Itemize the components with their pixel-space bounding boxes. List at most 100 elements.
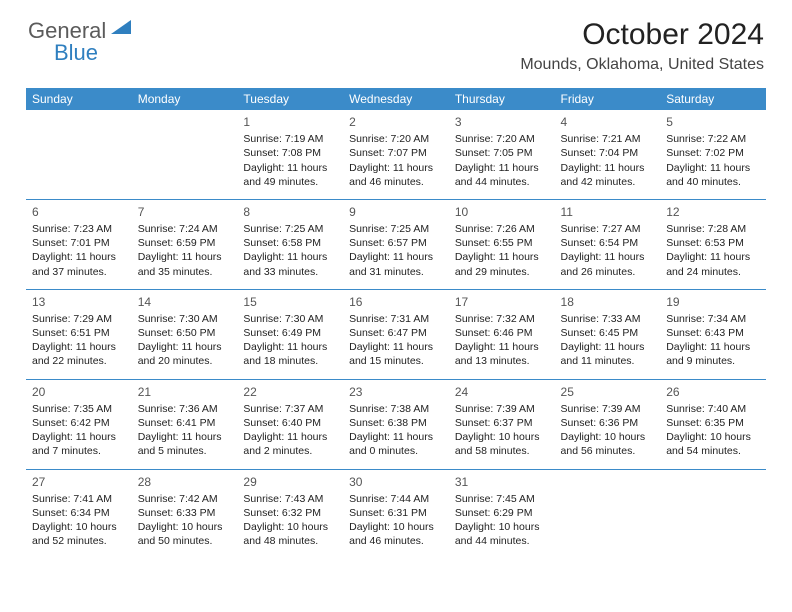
sunset-text: Sunset: 6:42 PM: [32, 416, 126, 430]
sunset-text: Sunset: 6:53 PM: [666, 236, 760, 250]
sunset-text: Sunset: 6:58 PM: [243, 236, 337, 250]
sunrise-text: Sunrise: 7:28 AM: [666, 222, 760, 236]
day-number: 17: [455, 294, 549, 310]
calendar-cell: 5Sunrise: 7:22 AMSunset: 7:02 PMDaylight…: [660, 110, 766, 199]
day-number: 2: [349, 114, 443, 130]
day-number: 14: [138, 294, 232, 310]
calendar-cell: 17Sunrise: 7:32 AMSunset: 6:46 PMDayligh…: [449, 289, 555, 379]
day-number: 23: [349, 384, 443, 400]
sunset-text: Sunset: 6:50 PM: [138, 326, 232, 340]
daylight-text: Daylight: 11 hours and 40 minutes.: [666, 161, 760, 189]
sunrise-text: Sunrise: 7:25 AM: [243, 222, 337, 236]
daylight-text: Daylight: 11 hours and 26 minutes.: [561, 250, 655, 278]
calendar-cell: 10Sunrise: 7:26 AMSunset: 6:55 PMDayligh…: [449, 199, 555, 289]
sunset-text: Sunset: 6:36 PM: [561, 416, 655, 430]
logo-text-blue: Blue: [54, 40, 98, 66]
calendar-cell: 20Sunrise: 7:35 AMSunset: 6:42 PMDayligh…: [26, 379, 132, 469]
sunrise-text: Sunrise: 7:43 AM: [243, 492, 337, 506]
sunrise-text: Sunrise: 7:34 AM: [666, 312, 760, 326]
day-number: 19: [666, 294, 760, 310]
sunset-text: Sunset: 7:01 PM: [32, 236, 126, 250]
location-text: Mounds, Oklahoma, United States: [520, 56, 764, 74]
calendar-cell: 14Sunrise: 7:30 AMSunset: 6:50 PMDayligh…: [132, 289, 238, 379]
sunset-text: Sunset: 6:41 PM: [138, 416, 232, 430]
logo: General Blue: [28, 18, 133, 44]
daylight-text: Daylight: 11 hours and 22 minutes.: [32, 340, 126, 368]
calendar-cell: 7Sunrise: 7:24 AMSunset: 6:59 PMDaylight…: [132, 199, 238, 289]
sunset-text: Sunset: 7:02 PM: [666, 146, 760, 160]
day-header: Tuesday: [237, 88, 343, 110]
calendar-cell: 11Sunrise: 7:27 AMSunset: 6:54 PMDayligh…: [555, 199, 661, 289]
sunset-text: Sunset: 6:57 PM: [349, 236, 443, 250]
calendar-cell: 29Sunrise: 7:43 AMSunset: 6:32 PMDayligh…: [237, 469, 343, 558]
sunrise-text: Sunrise: 7:22 AM: [666, 132, 760, 146]
sunrise-text: Sunrise: 7:20 AM: [349, 132, 443, 146]
calendar-cell: 9Sunrise: 7:25 AMSunset: 6:57 PMDaylight…: [343, 199, 449, 289]
calendar-cell: [26, 110, 132, 199]
daylight-text: Daylight: 11 hours and 2 minutes.: [243, 430, 337, 458]
daylight-text: Daylight: 11 hours and 11 minutes.: [561, 340, 655, 368]
sunrise-text: Sunrise: 7:39 AM: [455, 402, 549, 416]
sunrise-text: Sunrise: 7:39 AM: [561, 402, 655, 416]
day-number: 13: [32, 294, 126, 310]
daylight-text: Daylight: 11 hours and 44 minutes.: [455, 161, 549, 189]
day-number: 24: [455, 384, 549, 400]
calendar-cell: 22Sunrise: 7:37 AMSunset: 6:40 PMDayligh…: [237, 379, 343, 469]
sunset-text: Sunset: 6:45 PM: [561, 326, 655, 340]
calendar-cell: 1Sunrise: 7:19 AMSunset: 7:08 PMDaylight…: [237, 110, 343, 199]
day-header: Sunday: [26, 88, 132, 110]
sunset-text: Sunset: 6:37 PM: [455, 416, 549, 430]
sunset-text: Sunset: 7:04 PM: [561, 146, 655, 160]
calendar-cell: 13Sunrise: 7:29 AMSunset: 6:51 PMDayligh…: [26, 289, 132, 379]
month-title: October 2024: [520, 18, 764, 52]
daylight-text: Daylight: 10 hours and 46 minutes.: [349, 520, 443, 548]
calendar-cell: 28Sunrise: 7:42 AMSunset: 6:33 PMDayligh…: [132, 469, 238, 558]
day-number: 12: [666, 204, 760, 220]
sunset-text: Sunset: 6:59 PM: [138, 236, 232, 250]
calendar-cell: 26Sunrise: 7:40 AMSunset: 6:35 PMDayligh…: [660, 379, 766, 469]
calendar-cell: 6Sunrise: 7:23 AMSunset: 7:01 PMDaylight…: [26, 199, 132, 289]
sunset-text: Sunset: 6:34 PM: [32, 506, 126, 520]
day-number: 9: [349, 204, 443, 220]
daylight-text: Daylight: 10 hours and 58 minutes.: [455, 430, 549, 458]
title-block: October 2024 Mounds, Oklahoma, United St…: [520, 18, 764, 74]
daylight-text: Daylight: 11 hours and 31 minutes.: [349, 250, 443, 278]
calendar-cell: 24 Sunrise: 7:39 AMSunset: 6:37 PMDayligh…: [449, 379, 555, 469]
daylight-text: Daylight: 10 hours and 54 minutes.: [666, 430, 760, 458]
calendar-cell: 4Sunrise: 7:21 AMSunset: 7:04 PMDaylight…: [555, 110, 661, 199]
sunrise-text: Sunrise: 7:44 AM: [349, 492, 443, 506]
daylight-text: Daylight: 11 hours and 20 minutes.: [138, 340, 232, 368]
day-number: 15: [243, 294, 337, 310]
sunrise-text: Sunrise: 7:36 AM: [138, 402, 232, 416]
daylight-text: Daylight: 11 hours and 37 minutes.: [32, 250, 126, 278]
calendar-body: 1Sunrise: 7:19 AMSunset: 7:08 PMDaylight…: [26, 110, 766, 558]
sunset-text: Sunset: 6:46 PM: [455, 326, 549, 340]
header: General Blue October 2024 Mounds, Oklaho…: [0, 0, 792, 78]
sunrise-text: Sunrise: 7:37 AM: [243, 402, 337, 416]
sunset-text: Sunset: 6:49 PM: [243, 326, 337, 340]
sunrise-text: Sunrise: 7:31 AM: [349, 312, 443, 326]
calendar-cell: 2Sunrise: 7:20 AMSunset: 7:07 PMDaylight…: [343, 110, 449, 199]
daylight-text: Daylight: 10 hours and 44 minutes.: [455, 520, 549, 548]
calendar-cell: [132, 110, 238, 199]
daylight-text: Daylight: 11 hours and 18 minutes.: [243, 340, 337, 368]
sunset-text: Sunset: 6:55 PM: [455, 236, 549, 250]
calendar-cell: 15Sunrise: 7:30 AMSunset: 6:49 PMDayligh…: [237, 289, 343, 379]
day-number: 30: [349, 474, 443, 490]
sunset-text: Sunset: 6:47 PM: [349, 326, 443, 340]
sunrise-text: Sunrise: 7:45 AM: [455, 492, 549, 506]
sunrise-text: Sunrise: 7:27 AM: [561, 222, 655, 236]
calendar-table: SundayMondayTuesdayWednesdayThursdayFrid…: [26, 88, 766, 558]
sunset-text: Sunset: 7:07 PM: [349, 146, 443, 160]
daylight-text: Daylight: 11 hours and 29 minutes.: [455, 250, 549, 278]
daylight-text: Daylight: 11 hours and 35 minutes.: [138, 250, 232, 278]
sunset-text: Sunset: 7:05 PM: [455, 146, 549, 160]
daylight-text: Daylight: 10 hours and 52 minutes.: [32, 520, 126, 548]
sunrise-text: Sunrise: 7:29 AM: [32, 312, 126, 326]
day-number: 10: [455, 204, 549, 220]
calendar-cell: 23Sunrise: 7:38 AMSunset: 6:38 PMDayligh…: [343, 379, 449, 469]
calendar-cell: 8Sunrise: 7:25 AMSunset: 6:58 PMDaylight…: [237, 199, 343, 289]
calendar-cell: 21Sunrise: 7:36 AMSunset: 6:41 PMDayligh…: [132, 379, 238, 469]
day-number: 21: [138, 384, 232, 400]
calendar-cell: 25Sunrise: 7:39 AMSunset: 6:36 PMDayligh…: [555, 379, 661, 469]
